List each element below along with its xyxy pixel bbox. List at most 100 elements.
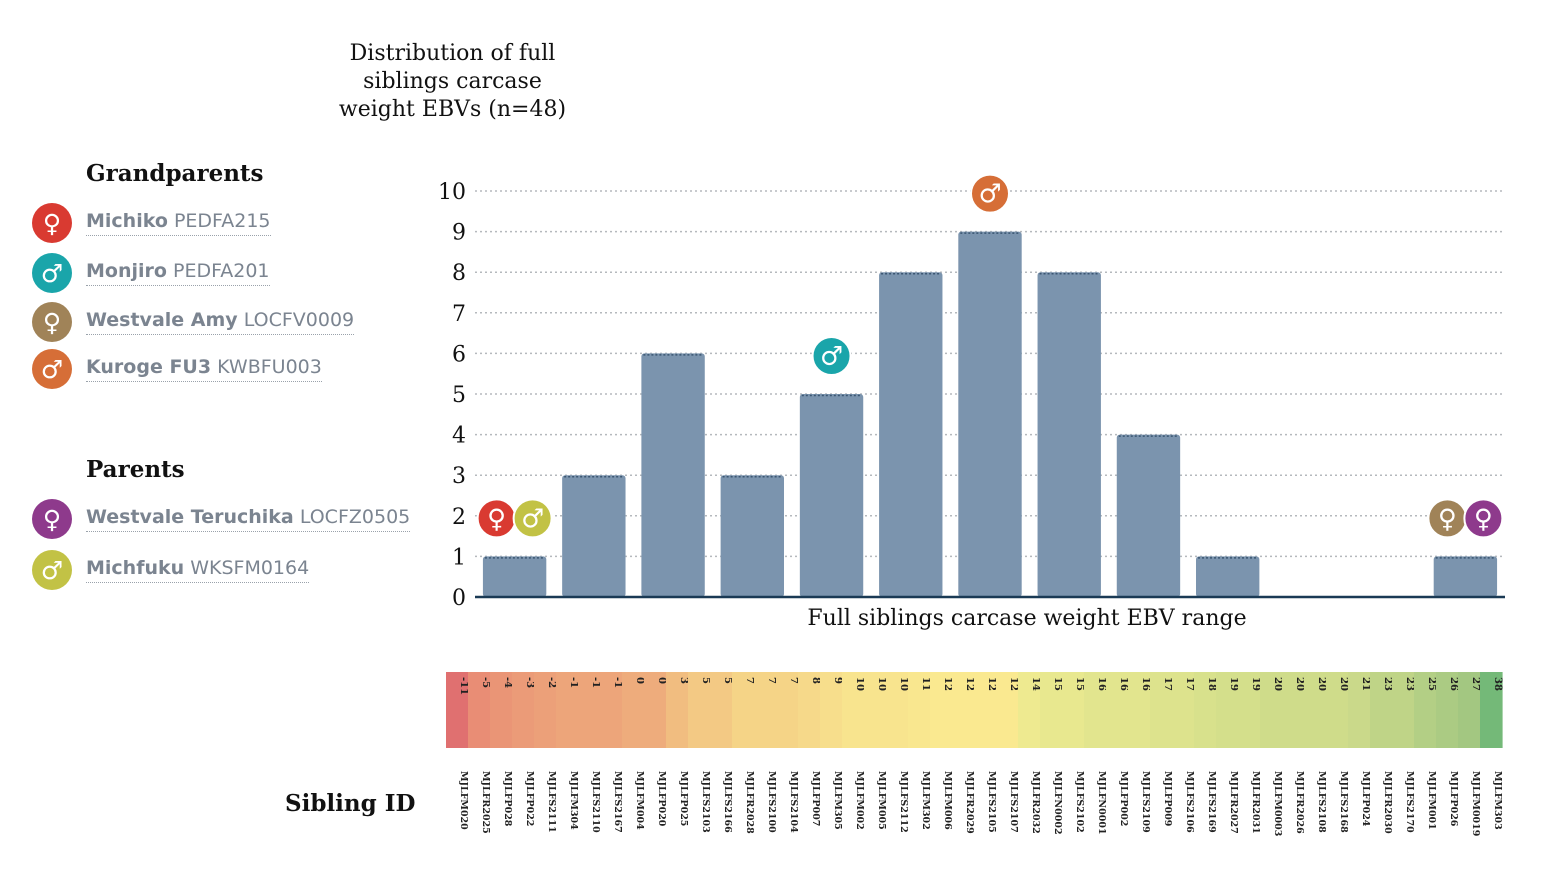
male-icon: ♂: [32, 349, 72, 389]
ebv-cell: [1128, 672, 1151, 748]
female-marker-icon: ♀: [476, 498, 517, 539]
legend-code: KWBFU003: [217, 356, 322, 378]
legend-label: Kuroge FU3 KWBFU003: [86, 356, 322, 382]
ebv-cell: [666, 672, 689, 748]
ebv-value: 15: [1074, 677, 1085, 691]
legend-code: PEDFA201: [172, 260, 270, 282]
ebv-value: -3: [524, 677, 535, 688]
legend-name: Westvale Teruchika: [86, 506, 294, 528]
y-tick-label: 3: [452, 464, 466, 489]
sibling-id: MJLFM020: [458, 771, 469, 830]
y-tick-label: 9: [452, 221, 466, 246]
ebv-value: 18: [1206, 677, 1217, 691]
legend-name: Westvale Amy: [86, 309, 238, 331]
ebv-cell: [1040, 672, 1063, 748]
ebv-value: 11: [920, 677, 931, 691]
ebv-cell: [1084, 672, 1107, 748]
ebv-cell: [732, 672, 755, 748]
bar: [720, 475, 784, 597]
sibling-id: MJLFM005: [876, 771, 887, 830]
y-tick-label: 10: [438, 180, 466, 205]
y-tick-label: 1: [452, 545, 466, 570]
ebv-cell: [644, 672, 667, 748]
legend-name: Kuroge FU3: [86, 356, 212, 378]
ebv-cell: [974, 672, 997, 748]
y-tick-label: 0: [452, 586, 466, 611]
ebv-value: 9: [832, 677, 843, 684]
ebv-value: -1: [590, 677, 601, 688]
ebv-cell: [1260, 672, 1283, 748]
ebv-value: -1: [568, 677, 579, 688]
ebv-cell: [1194, 672, 1217, 748]
sibling-id: MJLFR2032: [1030, 771, 1041, 834]
ebv-value: 38: [1492, 677, 1503, 691]
ebv-cell: [1150, 672, 1173, 748]
legend-label: Michfuku WKSFM0164: [86, 557, 310, 583]
sibling-id: MJLFM304: [568, 771, 579, 830]
svg-text:♀: ♀: [487, 504, 506, 534]
bar: [641, 353, 705, 597]
ebv-cell: [468, 672, 491, 748]
ebv-value: 26: [1448, 677, 1459, 691]
ebv-cell: [754, 672, 777, 748]
ebv-value: 27: [1470, 677, 1481, 691]
ebv-cell: [952, 672, 975, 748]
legend-item-michiko: ♀ Michiko PEDFA215: [32, 203, 271, 243]
ebv-value: 3: [678, 677, 689, 684]
ebv-cell: [1436, 672, 1459, 748]
sibling-id: MJLFR2027: [1228, 771, 1239, 834]
svg-text:♂: ♂: [521, 504, 544, 534]
female-icon: ♀: [32, 203, 72, 243]
ebv-value: 12: [986, 677, 997, 691]
y-tick-label: 5: [452, 383, 466, 408]
ebv-cell: [490, 672, 513, 748]
ebv-value: 10: [854, 677, 865, 691]
sibling-id: MJLFS2106: [1184, 771, 1195, 833]
legend-label: Westvale Amy LOCFV0009: [86, 309, 355, 335]
legend-item-kuroge-fu3: ♂ Kuroge FU3 KWBFU003: [32, 349, 322, 389]
ebv-value: 21: [1360, 677, 1371, 691]
ebv-cell: [1304, 672, 1327, 748]
ebv-cell: [820, 672, 843, 748]
ebv-cell: [1348, 672, 1371, 748]
ebv-value: 10: [876, 677, 887, 691]
sibling-id: MJLFM305: [832, 771, 843, 830]
parent-markers: ♀ ♂ ♂ ♂ ♀ ♀: [476, 173, 1504, 539]
sibling-id: MJLFS2103: [700, 771, 711, 833]
sibling-id-label: Sibling ID: [285, 790, 416, 817]
ebv-value: -5: [480, 677, 491, 688]
legend-name: Michiko: [86, 210, 168, 232]
sibling-id: MJLFS2166: [722, 771, 733, 833]
ebv-value: 10: [898, 677, 909, 691]
ebv-value: 5: [700, 677, 711, 684]
ebv-value: 20: [1272, 677, 1283, 691]
sibling-id: MJLFS2111: [546, 771, 557, 833]
sibling-id: MJLFS2109: [1140, 771, 1151, 833]
ebv-cell: [776, 672, 799, 748]
svg-text:♂: ♂: [820, 342, 843, 372]
legend-code: WKSFM0164: [190, 557, 310, 579]
sibling-id: MJLFM002: [854, 771, 865, 830]
sibling-id: MJLFR2029: [964, 771, 975, 834]
bar: [562, 475, 626, 597]
ebv-value: 19: [1250, 677, 1261, 691]
parents-heading: Parents: [86, 456, 185, 483]
sibling-id: MJLFM006: [942, 771, 953, 830]
ebv-cell: [1326, 672, 1349, 748]
sibling-id: MJLFM303: [1492, 771, 1503, 830]
legend-label: Michiko PEDFA215: [86, 210, 271, 236]
ebv-cell: [1018, 672, 1041, 748]
sibling-id: MJLFR2026: [1294, 771, 1305, 834]
bar: [799, 394, 864, 597]
male-marker-icon: ♂: [811, 336, 852, 376]
ebv-value: 20: [1316, 677, 1327, 691]
legend-label: Monjiro PEDFA201: [86, 260, 270, 286]
ebv-value: 20: [1294, 677, 1305, 691]
ebv-value: -2: [546, 677, 557, 688]
y-tick-label: 4: [452, 424, 466, 449]
male-icon: ♂: [32, 550, 72, 590]
male-icon: ♂: [32, 253, 72, 293]
ebv-cell: [1480, 672, 1503, 748]
ebv-cell: [886, 672, 909, 748]
ebv-value: 23: [1404, 677, 1415, 691]
